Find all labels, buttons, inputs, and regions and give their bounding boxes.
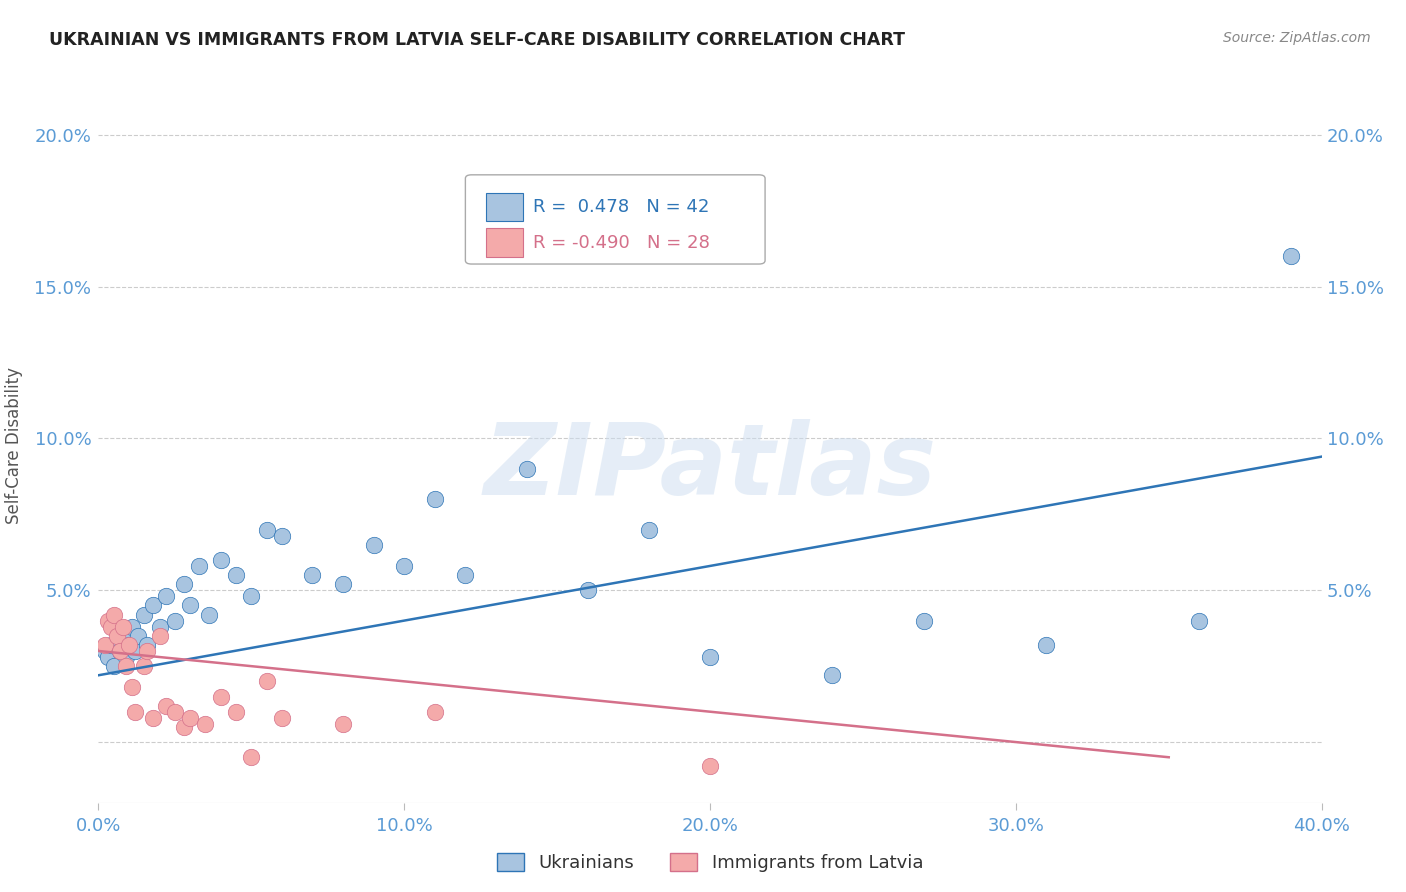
Point	[121, 681, 143, 695]
Point	[332, 577, 354, 591]
Text: ZIPatlas: ZIPatlas	[484, 419, 936, 516]
Point	[118, 638, 141, 652]
Point	[97, 614, 120, 628]
Point	[423, 492, 446, 507]
Point	[142, 711, 165, 725]
Point	[103, 659, 125, 673]
Point	[1035, 638, 1057, 652]
Text: Source: ZipAtlas.com: Source: ZipAtlas.com	[1223, 31, 1371, 45]
FancyBboxPatch shape	[486, 193, 523, 221]
Point	[363, 538, 385, 552]
Point	[576, 583, 599, 598]
Point	[155, 590, 177, 604]
Point	[821, 668, 844, 682]
Text: UKRAINIAN VS IMMIGRANTS FROM LATVIA SELF-CARE DISABILITY CORRELATION CHART: UKRAINIAN VS IMMIGRANTS FROM LATVIA SELF…	[49, 31, 905, 49]
Point	[637, 523, 661, 537]
Point	[188, 558, 211, 573]
Point	[111, 620, 134, 634]
Point	[124, 705, 146, 719]
Point	[197, 607, 219, 622]
Point	[256, 523, 278, 537]
Point	[1279, 249, 1302, 263]
Point	[111, 629, 134, 643]
Point	[699, 650, 721, 665]
Point	[699, 759, 721, 773]
Point	[270, 711, 292, 725]
Point	[392, 558, 416, 573]
Text: R =  0.478   N = 42: R = 0.478 N = 42	[533, 198, 709, 216]
Point	[179, 599, 201, 613]
Point	[240, 750, 263, 764]
Point	[301, 568, 323, 582]
Point	[115, 650, 138, 665]
Point	[179, 711, 201, 725]
Point	[240, 590, 263, 604]
Point	[103, 607, 125, 622]
Point	[115, 659, 138, 673]
Point	[97, 650, 120, 665]
Point	[332, 716, 354, 731]
Point	[1188, 614, 1211, 628]
Point	[194, 716, 217, 731]
Point	[121, 620, 143, 634]
Point	[423, 705, 446, 719]
Point	[256, 674, 278, 689]
Point	[136, 644, 159, 658]
FancyBboxPatch shape	[486, 228, 523, 257]
Point	[124, 644, 146, 658]
Legend: Ukrainians, Immigrants from Latvia: Ukrainians, Immigrants from Latvia	[489, 846, 931, 880]
Point	[93, 644, 115, 658]
Point	[163, 614, 186, 628]
Point	[142, 599, 165, 613]
Point	[155, 698, 177, 713]
Point	[134, 607, 156, 622]
Point	[136, 638, 159, 652]
Point	[516, 462, 538, 476]
Point	[100, 620, 122, 634]
Point	[225, 705, 247, 719]
Point	[209, 553, 232, 567]
Point	[173, 720, 195, 734]
Point	[149, 629, 172, 643]
Point	[225, 568, 247, 582]
Point	[105, 629, 128, 643]
Point	[108, 644, 131, 658]
Point	[118, 638, 141, 652]
Point	[100, 638, 122, 652]
Text: R = -0.490   N = 28: R = -0.490 N = 28	[533, 234, 710, 252]
Point	[454, 568, 477, 582]
Point	[163, 705, 186, 719]
Point	[134, 659, 156, 673]
Point	[270, 528, 292, 542]
Point	[127, 629, 149, 643]
Point	[209, 690, 232, 704]
Point	[149, 620, 172, 634]
Y-axis label: Self-Care Disability: Self-Care Disability	[6, 368, 24, 524]
Point	[105, 635, 128, 649]
Point	[912, 614, 935, 628]
Point	[93, 638, 115, 652]
Point	[173, 577, 195, 591]
FancyBboxPatch shape	[465, 175, 765, 264]
Point	[108, 644, 131, 658]
